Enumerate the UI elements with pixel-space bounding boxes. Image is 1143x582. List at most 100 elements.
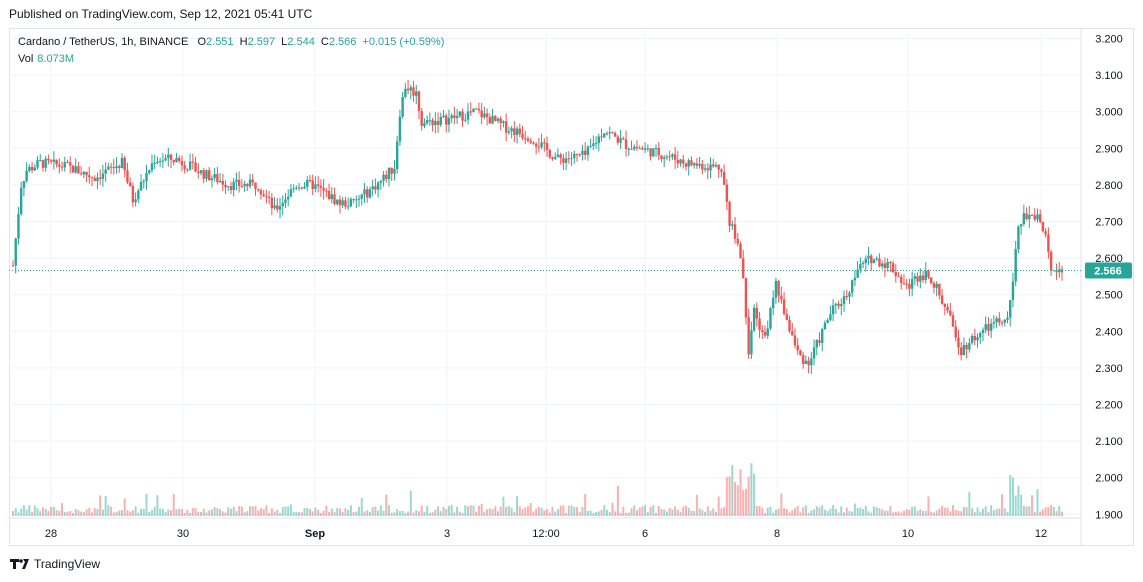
volume-bar <box>420 505 423 516</box>
candle-body <box>88 175 91 178</box>
volume-bar <box>1003 508 1006 516</box>
volume-bar <box>862 508 865 516</box>
candle-body <box>1009 300 1012 318</box>
candle-body <box>679 159 682 164</box>
volume-bar <box>619 512 622 516</box>
volume-bar <box>445 509 448 516</box>
volume-bar <box>671 509 674 516</box>
volume-bar <box>791 510 794 516</box>
volume-bar <box>314 507 317 516</box>
candle-body <box>706 168 709 171</box>
candle-body <box>58 164 61 167</box>
volume-bar <box>458 511 461 516</box>
candle-body <box>450 115 453 119</box>
candle-body <box>848 292 851 297</box>
volume-bar <box>655 512 658 516</box>
volume-bar <box>104 495 107 516</box>
candle-body <box>357 198 361 200</box>
volume-bar <box>979 511 982 516</box>
candle-body <box>564 158 568 163</box>
volume-bar <box>755 506 758 516</box>
candle-body <box>856 269 859 278</box>
legend-symbol[interactable]: Cardano / TetherUS, 1h, BINANCE <box>18 36 189 48</box>
volume-bar <box>28 505 31 516</box>
volume-bar <box>924 511 927 516</box>
volume-bar <box>298 512 301 516</box>
candle-body <box>55 159 58 165</box>
candle-body <box>480 110 483 118</box>
candle-body <box>987 324 990 331</box>
candle-body <box>469 111 472 113</box>
volume-bar <box>349 505 352 516</box>
candle-body <box>692 163 696 166</box>
candle-body <box>126 170 129 183</box>
candle-body <box>613 133 617 137</box>
footer-brand: TradingView <box>34 557 101 571</box>
candle-body <box>180 160 184 166</box>
volume-bar <box>701 510 704 516</box>
volume-bar <box>886 510 889 516</box>
candle-body <box>371 186 374 190</box>
volume-bar <box>796 506 799 516</box>
volume-bar <box>728 476 731 516</box>
volume-bar <box>300 512 303 516</box>
volume-bar <box>761 507 764 516</box>
candle-body <box>333 194 336 204</box>
legend-close-value: 2.566 <box>328 36 357 48</box>
candle-body <box>28 166 31 171</box>
volume-bar <box>472 505 475 516</box>
candle-body <box>96 177 99 182</box>
candle-body <box>485 113 489 118</box>
volume-bar <box>431 512 434 516</box>
candle-body <box>461 111 464 121</box>
footer[interactable]: TradingView <box>10 557 100 571</box>
volume-bar <box>499 506 502 516</box>
volume-bar <box>178 508 181 516</box>
volume-bar <box>911 506 914 516</box>
volume-bar <box>14 508 17 516</box>
candle-body <box>330 194 333 200</box>
volume-bar <box>368 511 371 516</box>
candle-body <box>1036 214 1039 220</box>
candle-body <box>559 154 562 159</box>
volume-bar <box>265 505 268 516</box>
y-tick-label: 2.100 <box>1095 436 1123 448</box>
candle-body <box>387 167 391 179</box>
volume-bar <box>960 511 963 516</box>
volume-bar <box>652 505 655 516</box>
volume-bar <box>698 508 701 516</box>
candle-body <box>423 123 426 127</box>
candle-body <box>603 133 606 138</box>
candle-body <box>439 116 442 125</box>
candle-body <box>474 108 478 110</box>
candle-body <box>592 143 595 147</box>
volume-bar <box>769 506 772 516</box>
volume-bar <box>546 509 549 516</box>
candle-body <box>36 160 39 168</box>
candle-body <box>932 283 936 288</box>
candle-body <box>237 179 241 187</box>
volume-bar <box>521 509 524 516</box>
candle-body <box>965 345 968 350</box>
candle-body <box>921 275 925 281</box>
volume-bar <box>551 506 554 516</box>
volume-bar <box>1001 494 1004 516</box>
volume-bar <box>77 510 80 516</box>
volume-bar <box>164 511 167 516</box>
candle-body <box>458 111 462 116</box>
candlestick-chart[interactable]: 3.200 3.100 3.000 2.900 2.800 2.700 2.600 2.500… <box>9 28 1134 546</box>
candle-body <box>412 87 415 96</box>
candle-body <box>499 118 502 123</box>
candle-body <box>227 186 230 188</box>
candle-body <box>118 166 121 169</box>
candle-body <box>251 179 254 183</box>
volume-bar <box>633 505 636 516</box>
last-price-label: 2.566 <box>1094 266 1122 278</box>
candle-body <box>524 138 527 140</box>
volume-bar <box>540 507 543 516</box>
candle-body <box>158 161 162 163</box>
candle-body <box>864 258 868 264</box>
volume-bar <box>908 509 911 516</box>
candle-body <box>554 157 557 159</box>
volume-bar <box>905 509 908 516</box>
